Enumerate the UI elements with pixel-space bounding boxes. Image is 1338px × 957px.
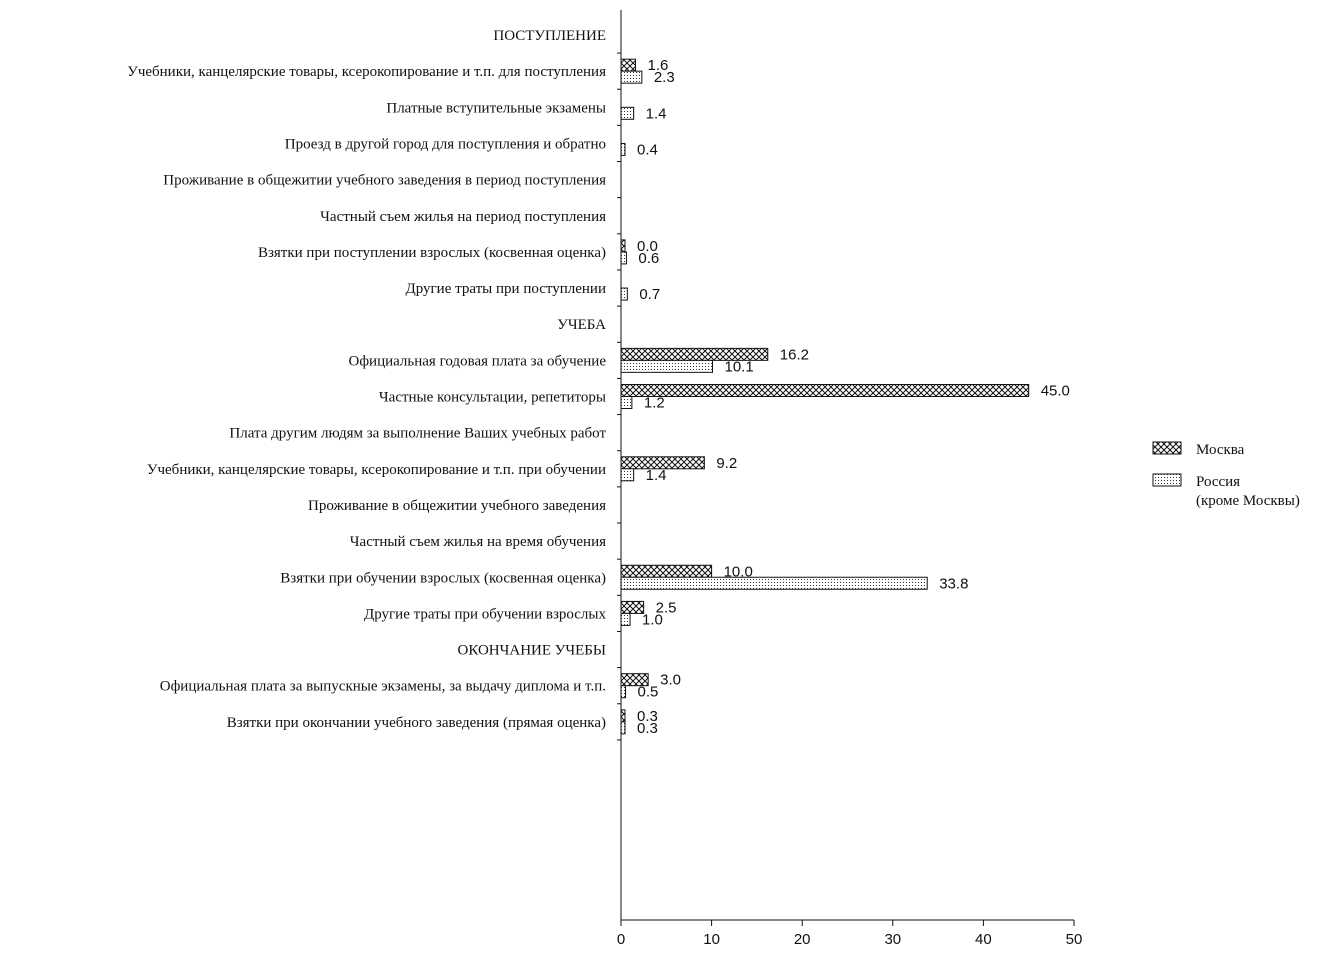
bar-moscow <box>620 600 645 614</box>
data-label-moscow: 2.5 <box>656 599 677 616</box>
bar-russia <box>620 70 643 84</box>
category-label: Частные консультации, репетиторы <box>379 390 606 406</box>
data-label-moscow: 0.0 <box>637 238 658 255</box>
legend-label-russia: Россия <box>1196 474 1240 490</box>
legend-swatch-russia <box>1152 473 1182 487</box>
category-label: Проживание в общежитии учебного заведени… <box>308 498 606 514</box>
data-label-moscow: 16.2 <box>780 346 809 363</box>
bar-russia <box>620 612 631 626</box>
bar-russia <box>620 142 626 156</box>
data-label-moscow: 0.3 <box>637 708 658 725</box>
x-tick-label: 10 <box>703 931 720 948</box>
category-label: УЧЕБА <box>557 317 606 333</box>
data-label-russia: 33.8 <box>939 575 968 592</box>
data-label-russia: 1.2 <box>644 395 665 412</box>
category-label: Другие траты при обучении взрослых <box>364 606 607 622</box>
x-tick-label: 20 <box>794 931 811 948</box>
bar-russia <box>620 287 628 301</box>
category-label: Частный съем жилья на период поступления <box>320 209 606 225</box>
category-label: ПОСТУПЛЕНИЕ <box>493 28 606 44</box>
labels-layer: ПОСТУПЛЕНИЕ Учебники, канцелярские товары… <box>127 28 1070 737</box>
data-label-russia: 0.6 <box>638 250 659 267</box>
data-label-russia: 0.5 <box>638 684 659 701</box>
bar-russia <box>620 251 627 265</box>
bar-russia <box>620 106 635 120</box>
data-label-moscow: 1.6 <box>647 57 668 74</box>
category-label: Учебники, канцелярские товары, ксерокопи… <box>147 462 606 478</box>
category-label: Проживание в общежитии учебного заведени… <box>163 173 606 189</box>
category-label: Учебники, канцелярские товары, ксерокопи… <box>127 64 606 80</box>
category-label: ОКОНЧАНИЕ УЧЕБЫ <box>457 643 606 659</box>
bar-moscow <box>620 709 626 723</box>
category-label: Платные вступительные экзамены <box>386 100 606 116</box>
x-tick-label: 0 <box>617 931 625 948</box>
bar-russia <box>620 576 928 590</box>
legend-swatch-moscow <box>1152 441 1182 455</box>
bars-layer <box>620 58 1030 735</box>
data-label-russia: 10.1 <box>725 358 754 375</box>
bar-moscow <box>620 384 1030 397</box>
data-label-moscow: 10.0 <box>724 563 753 580</box>
data-label-russia: 0.3 <box>637 720 658 737</box>
bar-moscow <box>620 456 705 470</box>
data-label-russia: 1.4 <box>646 467 667 484</box>
data-label-moscow: 9.2 <box>716 455 737 472</box>
bar-russia <box>620 468 635 482</box>
category-label: Плата другим людям за выполнение Ваших у… <box>229 426 606 442</box>
bar-moscow <box>620 58 636 72</box>
data-label-moscow: 3.0 <box>660 672 681 689</box>
data-label-russia: 1.4 <box>646 105 667 122</box>
data-label-russia: 0.7 <box>639 286 660 303</box>
legend: Москва Россия (кроме Москвы) <box>1152 441 1300 509</box>
bar-moscow <box>620 564 713 578</box>
category-label: Проезд в другой город для поступления и … <box>285 136 606 152</box>
category-label: Официальная плата за выпускные экзамены,… <box>160 679 606 695</box>
bar-russia <box>620 359 714 373</box>
category-label: Частный съем жилья на время обучения <box>350 534 606 550</box>
bar-moscow <box>620 239 626 253</box>
legend-label-moscow: Москва <box>1196 442 1245 458</box>
bar-russia <box>620 685 627 699</box>
category-label: Взятки при окончании учебного заведения … <box>227 715 606 731</box>
category-label: Другие траты при поступлении <box>406 281 607 297</box>
category-label: Взятки при поступлении взрослых (косвенн… <box>258 245 606 261</box>
x-tick-label: 40 <box>975 931 992 948</box>
x-tick-label: 30 <box>884 931 901 948</box>
legend-label-russia: (кроме Москвы) <box>1196 493 1300 509</box>
bar-russia <box>620 721 626 735</box>
data-label-russia: 2.3 <box>654 69 675 86</box>
category-label: Официальная годовая плата за обучение <box>349 353 607 369</box>
data-label-moscow: 45.0 <box>1041 383 1070 400</box>
data-label-russia: 1.0 <box>642 611 663 628</box>
x-tick-label: 50 <box>1066 931 1083 948</box>
axis-layer: 0 10 20 30 40 50 <box>617 10 1083 948</box>
category-label: Взятки при обучении взрослых (косвенная … <box>280 570 606 586</box>
bar-moscow <box>620 673 649 687</box>
data-label-russia: 0.4 <box>637 141 658 158</box>
bar-russia <box>620 396 633 409</box>
